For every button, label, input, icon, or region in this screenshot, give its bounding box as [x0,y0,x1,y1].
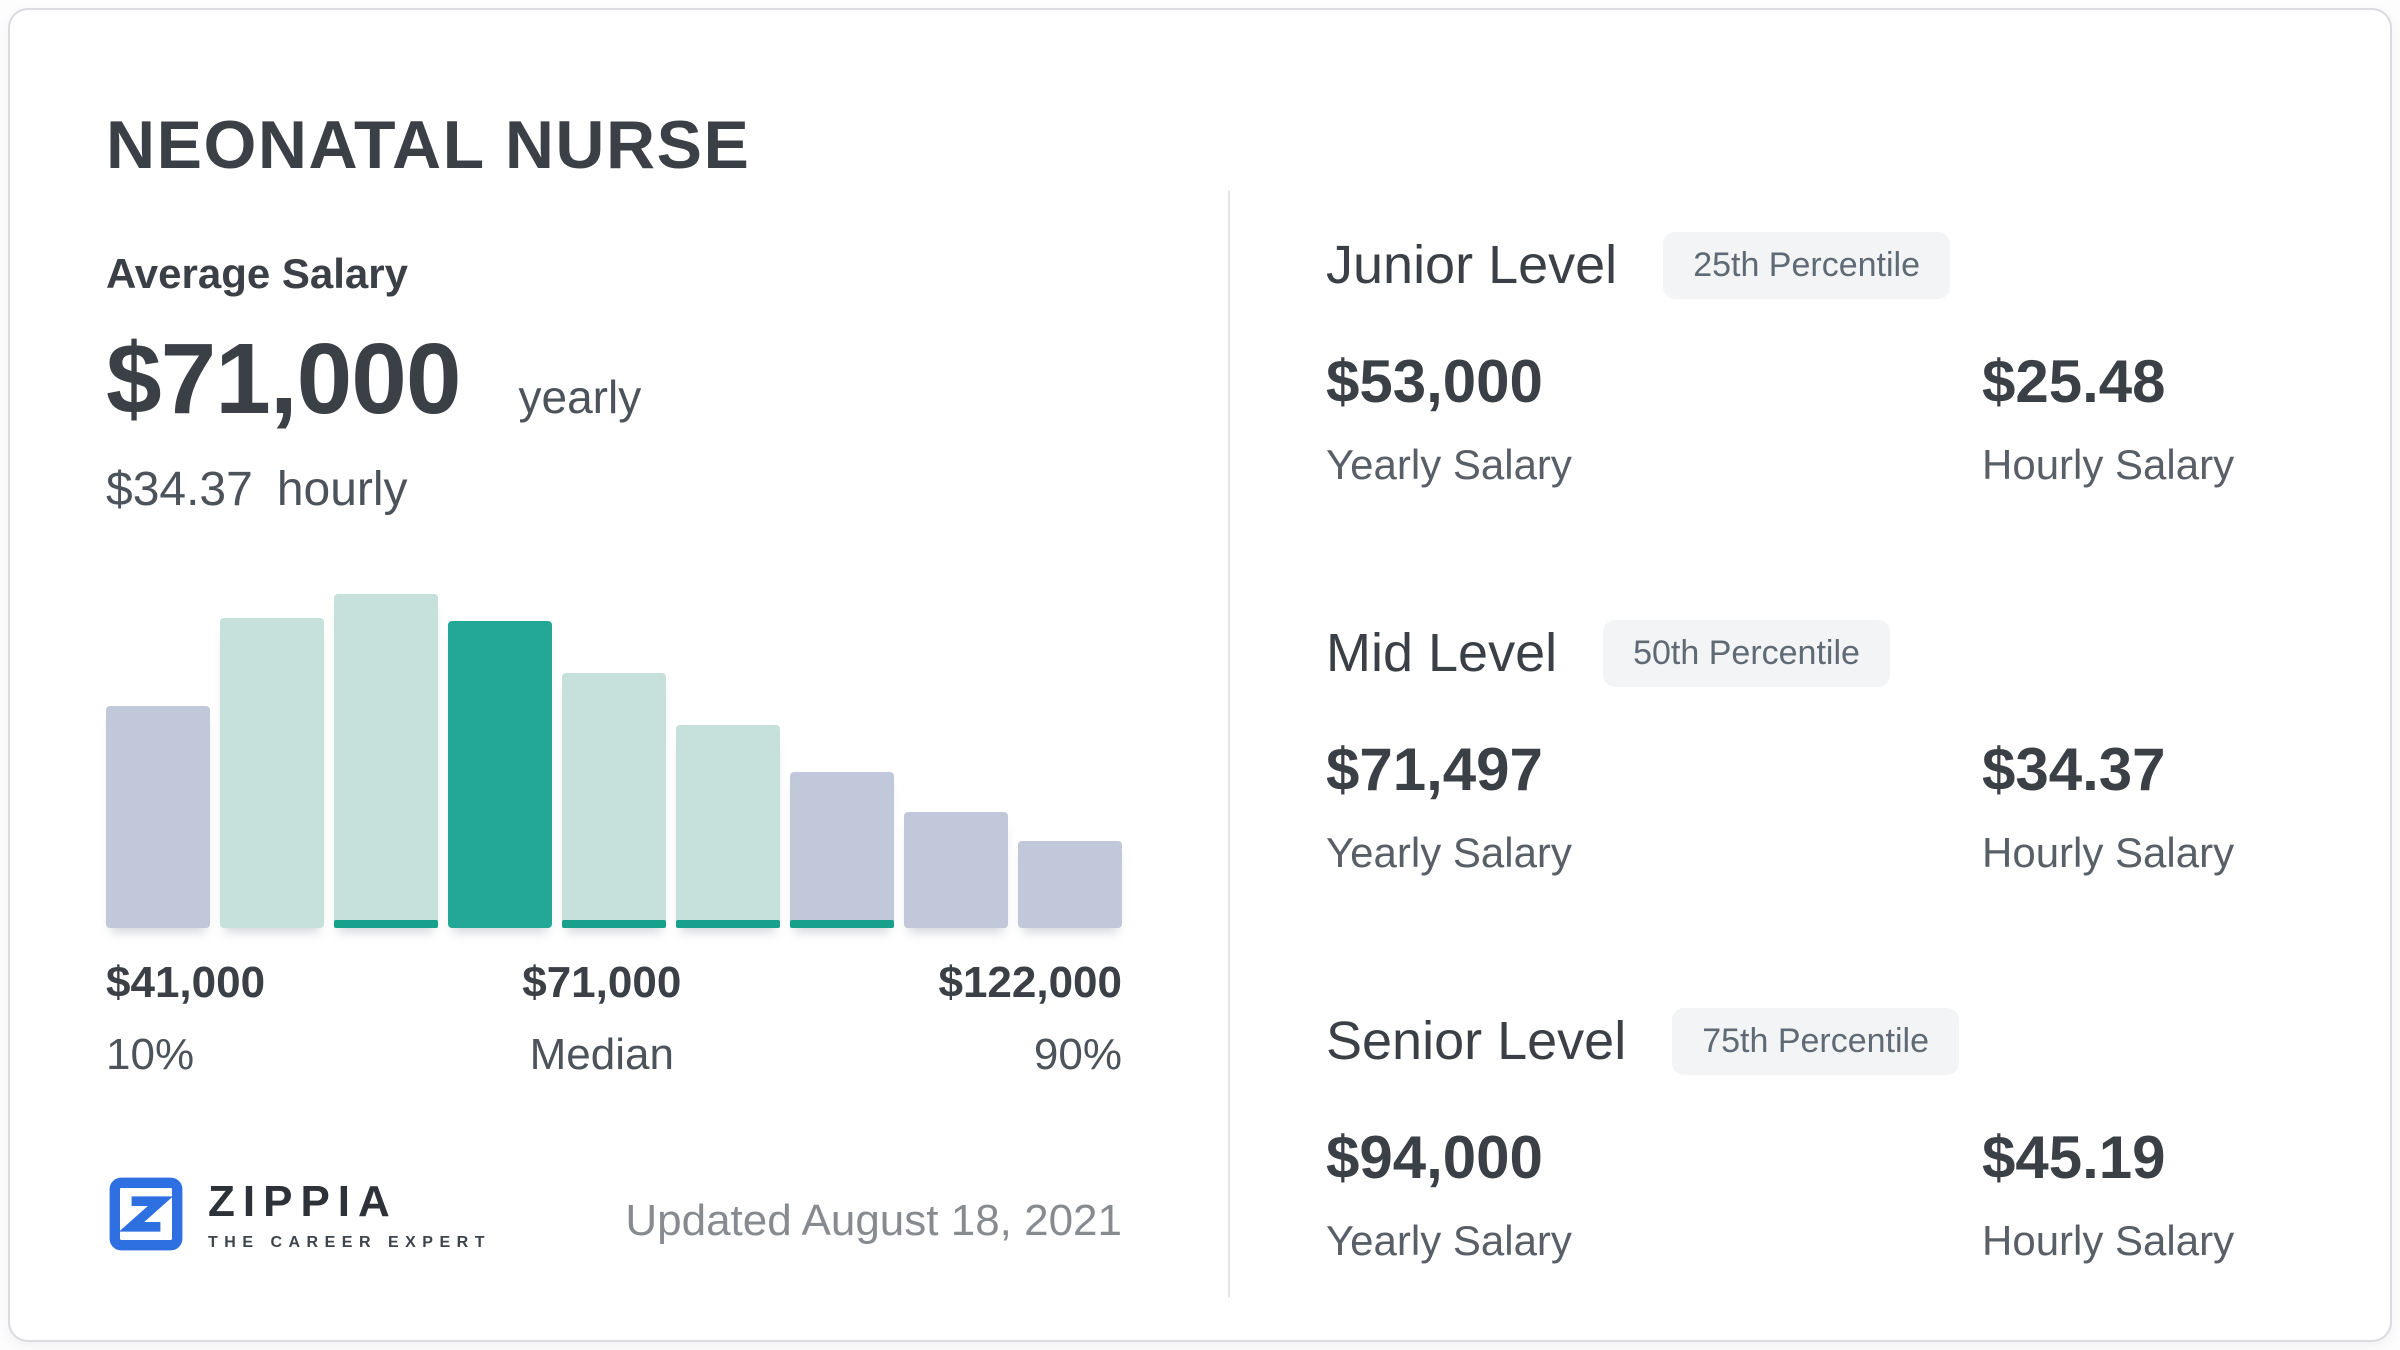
level-title: Junior Level [1326,235,1618,296]
axis-amount: $122,000 [938,958,1122,1007]
yearly-amount: $53,000 [1326,348,1543,415]
bar-accent-strip [790,920,894,928]
histogram-bar[interactable] [904,812,1008,928]
level-title: Senior Level [1326,1011,1627,1072]
bar-accent-strip [562,920,666,928]
zippia-logo: ZIPPIA THE CAREER EXPERT [106,1174,491,1254]
zippia-logo-text: ZIPPIA THE CAREER EXPERT [208,1177,491,1252]
average-salary-yearly-row: $71,000 yearly [106,322,641,437]
yearly-salary-block: $71,497 Yearly Salary [1326,737,2370,877]
infographic-card: NEONATAL NURSE Average Salary $71,000 ye… [8,8,2392,1342]
updated-date: Updated August 18, 2021 [625,1196,1122,1245]
bar-accent-strip [676,920,780,928]
percentile-badge: 25th Percentile [1663,232,1950,299]
average-salary-heading: Average Salary [106,250,408,297]
histogram-bar[interactable] [562,673,666,928]
histogram-bar[interactable] [790,772,894,928]
hourly-label: Hourly Salary [1982,829,2235,876]
axis-amount: $41,000 [106,958,266,1007]
hourly-amount: $25.48 [1982,348,2166,415]
hourly-salary-block: $34.37 Hourly Salary [1982,737,2234,877]
bar-accent-strip [334,920,438,928]
zippia-z-icon [109,1177,183,1251]
yearly-amount: $94,000 [1326,1124,1543,1191]
hourly-label: Hourly Salary [1982,1217,2235,1264]
hourly-salary-block: $25.48 Hourly Salary [1982,349,2234,489]
level-values: $71,497 Yearly Salary $34.37 Hourly Sala… [1326,737,2370,877]
average-hourly-unit: hourly [276,463,408,516]
axis-label-10th-percentile: $41,000 10% [106,958,265,1080]
yearly-salary-block: $94,000 Yearly Salary [1326,1125,2370,1265]
average-salary-hourly-row: $34.37 hourly [106,462,408,517]
histogram-bar[interactable] [448,621,552,928]
histogram-bar[interactable] [676,724,780,928]
hourly-salary-block: $45.19 Hourly Salary [1982,1125,2234,1265]
axis-label-median: $71,000 Median [522,958,681,1080]
axis-sub-label: Median [529,1030,674,1079]
histogram-bar[interactable] [106,705,210,928]
level-values: $53,000 Yearly Salary $25.48 Hourly Sala… [1326,349,2370,489]
yearly-label: Yearly Salary [1326,1217,1572,1264]
level-section-junior: Junior Level 25th Percentile $53,000 Yea… [1326,232,2370,489]
percentile-badge: 75th Percentile [1672,1008,1960,1075]
percentile-badge: 50th Percentile [1603,620,1890,687]
yearly-label: Yearly Salary [1326,441,1572,488]
salary-histogram [106,594,1122,928]
hourly-amount: $34.37 [1982,736,2166,803]
level-title: Mid Level [1326,623,1558,684]
level-section-senior: Senior Level 75th Percentile $94,000 Yea… [1326,1008,2370,1265]
yearly-label: Yearly Salary [1326,829,1572,876]
level-header: Mid Level 50th Percentile [1326,620,2370,687]
histogram-axis-labels: $41,000 10% $71,000 Median $122,000 90% [106,958,1122,1080]
average-yearly-unit: yearly [518,371,642,423]
level-section-mid: Mid Level 50th Percentile $71,497 Yearly… [1326,620,2370,877]
axis-label-90th-percentile: $122,000 90% [938,958,1122,1080]
histogram-bar[interactable] [1018,841,1122,928]
yearly-amount: $71,497 [1326,736,1543,803]
zippia-brand-name: ZIPPIA [208,1176,398,1226]
average-hourly-amount: $34.37 [106,463,253,516]
average-yearly-amount: $71,000 [106,323,461,435]
level-header: Junior Level 25th Percentile [1326,232,2370,299]
level-header: Senior Level 75th Percentile [1326,1008,2370,1075]
page-title: NEONATAL NURSE [106,107,751,183]
yearly-salary-block: $53,000 Yearly Salary [1326,349,2370,489]
level-values: $94,000 Yearly Salary $45.19 Hourly Sala… [1326,1125,2370,1265]
hourly-label: Hourly Salary [1982,441,2235,488]
axis-sub-label: 10% [106,1030,195,1079]
histogram-bar[interactable] [220,618,324,928]
vertical-divider [1228,190,1230,1298]
hourly-amount: $45.19 [1982,1124,2166,1191]
zippia-tagline: THE CAREER EXPERT [208,1233,491,1251]
axis-amount: $71,000 [522,958,682,1007]
histogram-bar[interactable] [334,594,438,928]
axis-sub-label: 90% [1033,1030,1122,1079]
